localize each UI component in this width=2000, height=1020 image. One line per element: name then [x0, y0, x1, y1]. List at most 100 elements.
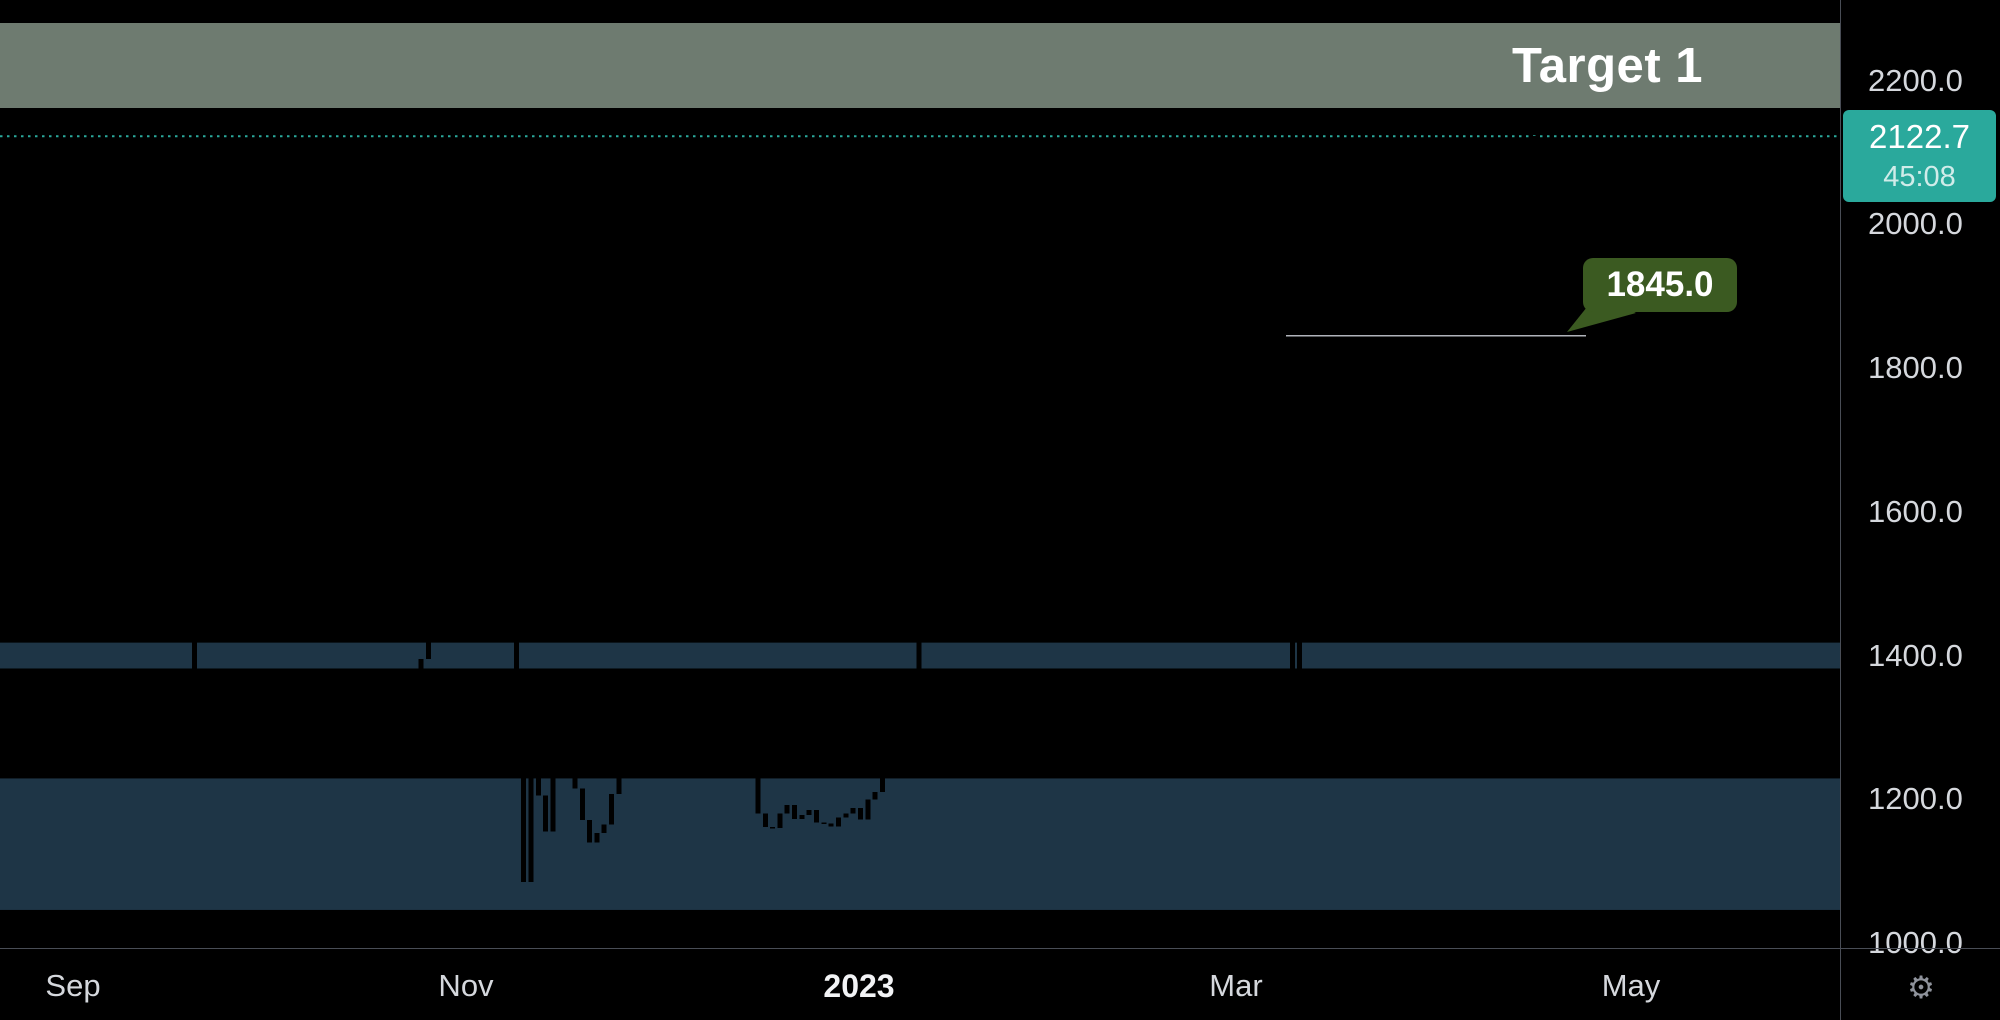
candle-body	[1348, 413, 1354, 428]
candle-body	[513, 540, 519, 710]
candle-body	[1341, 427, 1347, 461]
candle-body	[711, 718, 717, 720]
candle-body	[1377, 399, 1383, 408]
candle-body	[294, 731, 300, 734]
candle-body	[1216, 510, 1222, 525]
candle-body	[1018, 533, 1024, 543]
candle-body	[748, 727, 754, 732]
candle-body	[250, 723, 256, 732]
gear-icon[interactable]: ⚙	[1907, 970, 1935, 1005]
candle-body	[199, 705, 205, 726]
price-level-callout[interactable]: 1845.0	[1583, 258, 1737, 312]
candle-body	[755, 731, 761, 814]
callout-pointer	[1567, 292, 1636, 332]
candle-body	[448, 565, 454, 593]
price-level-callout-text: 1845.0	[1606, 265, 1714, 304]
price-chart-canvas[interactable]	[0, 0, 1840, 948]
candle-body	[945, 551, 951, 578]
candle-body	[1223, 524, 1229, 527]
time-axis-label: Mar	[1209, 968, 1263, 1003]
candle-body	[1026, 519, 1032, 534]
target-banner[interactable]: Target 1	[0, 23, 1840, 108]
candle-body	[579, 788, 585, 821]
candle-body	[8, 482, 14, 512]
candle-body	[1326, 483, 1332, 518]
candle-body	[1084, 455, 1090, 478]
candle-body	[550, 777, 556, 832]
candle-body	[265, 724, 271, 742]
candle-body	[360, 718, 366, 741]
candle-body	[733, 705, 739, 724]
candle-body	[953, 543, 959, 552]
candle-body	[923, 613, 929, 642]
candle-body	[989, 484, 995, 507]
candle-body	[16, 460, 22, 483]
candle-body	[477, 490, 483, 516]
candle-body	[1282, 542, 1288, 627]
candle-body	[770, 827, 776, 829]
candle-body	[1209, 497, 1215, 511]
candle-body	[330, 718, 336, 721]
candle-body	[1253, 554, 1259, 569]
candle-body	[1428, 371, 1434, 399]
candle-body	[931, 596, 937, 614]
candle-body	[1055, 475, 1061, 478]
candle-body	[286, 727, 292, 732]
last-price-value: 2122.7	[1869, 118, 1970, 156]
candle-body	[74, 511, 80, 546]
candle-body	[894, 720, 900, 755]
candle-body	[243, 710, 249, 724]
candle-body	[1180, 448, 1186, 462]
candle-body	[682, 730, 688, 739]
candle-body	[814, 809, 820, 823]
candle-body	[660, 725, 666, 730]
candle-body	[1033, 514, 1039, 520]
candle-body	[228, 691, 234, 708]
candle-body	[1194, 470, 1200, 479]
candle-body	[667, 725, 673, 737]
candle-body	[821, 822, 827, 824]
candle-body	[67, 545, 73, 581]
candle-body	[652, 729, 658, 737]
candle-body	[1275, 542, 1281, 556]
candle-body	[1121, 554, 1127, 575]
candle-body	[909, 668, 915, 706]
candle-body	[1231, 524, 1237, 543]
candle-body	[1494, 269, 1500, 304]
candle-body	[594, 832, 600, 843]
candle-body	[1260, 566, 1266, 569]
time-axis-label: Nov	[438, 968, 494, 1003]
candle-body	[38, 500, 44, 555]
candle-body	[1399, 368, 1405, 374]
candle-body	[792, 805, 798, 819]
candle-body	[257, 731, 263, 742]
candle-body	[638, 752, 644, 755]
candle-body	[1509, 211, 1515, 303]
candle-body	[52, 585, 58, 627]
supply-demand-zone	[0, 778, 1840, 910]
candle-body	[1297, 623, 1303, 696]
candle-body	[1363, 391, 1369, 406]
candle-body	[1238, 539, 1244, 543]
candle-body	[872, 792, 878, 800]
candle-body	[1070, 493, 1076, 499]
candle-body	[316, 735, 322, 738]
candle-body	[997, 506, 1003, 509]
candle-body	[1472, 312, 1478, 324]
candle-body	[338, 718, 344, 729]
candle-body	[528, 734, 534, 882]
candle-body	[982, 484, 988, 493]
candle-body	[857, 808, 863, 820]
candle-body	[1414, 385, 1420, 390]
candle-body	[23, 436, 29, 461]
candle-body	[367, 716, 373, 719]
candle-body	[806, 809, 812, 816]
candle-body	[411, 734, 417, 746]
candle-body	[1465, 288, 1471, 313]
candle-body	[623, 760, 629, 771]
candle-body	[1106, 479, 1112, 509]
candle-body	[916, 641, 922, 669]
candle-body	[565, 759, 571, 768]
candle-body	[887, 754, 893, 778]
candle-body	[213, 723, 219, 732]
